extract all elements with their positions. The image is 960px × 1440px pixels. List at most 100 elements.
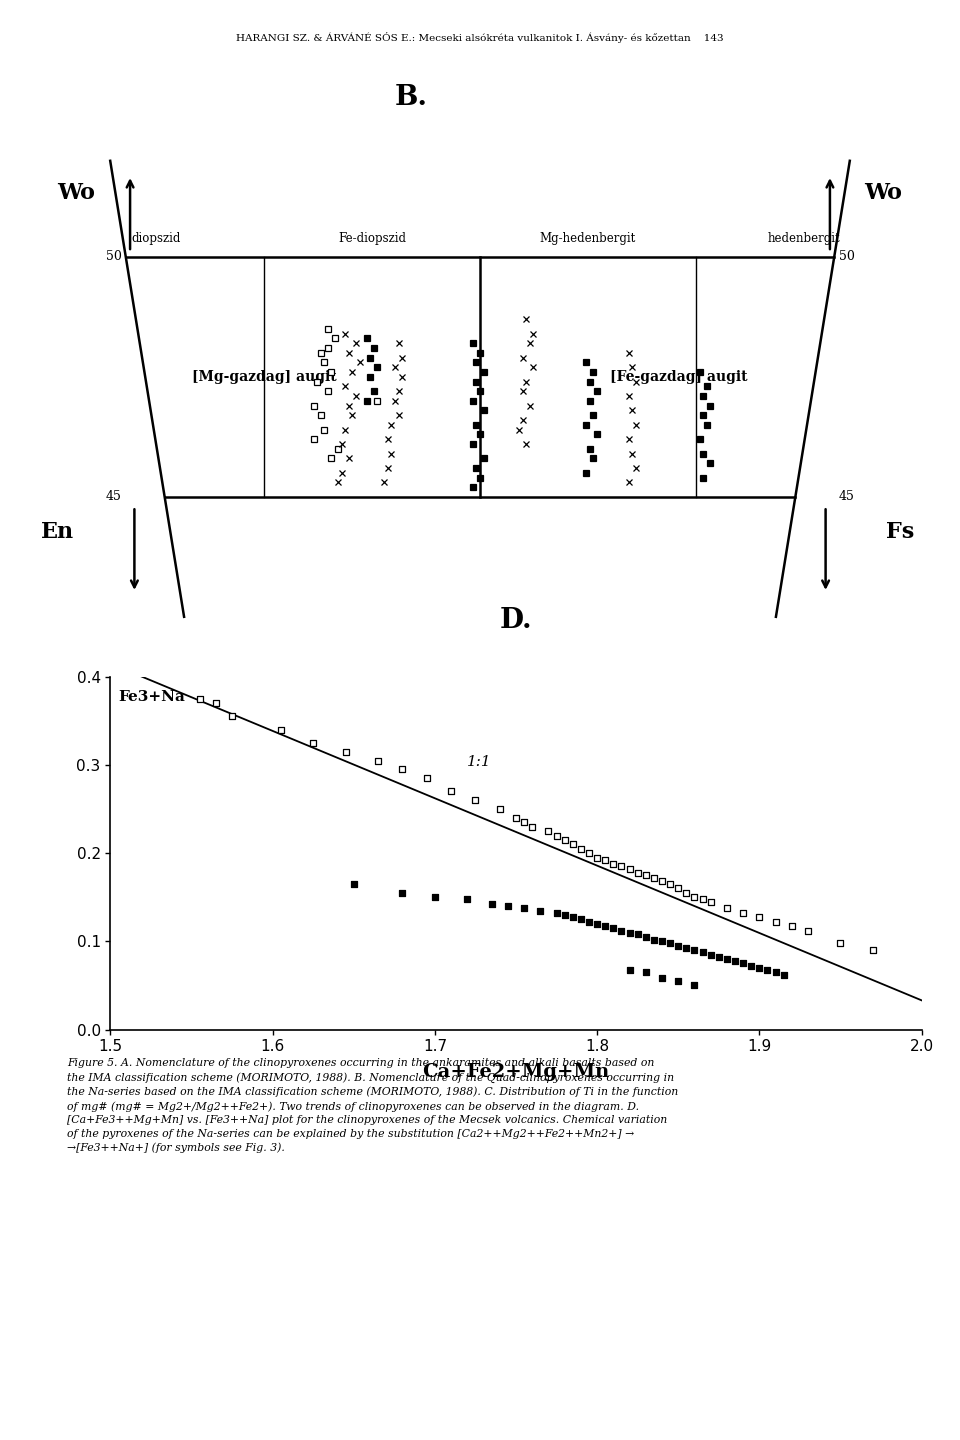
Text: Fe3+Na: Fe3+Na — [118, 690, 185, 704]
Point — [686, 886, 702, 909]
Point — [622, 958, 637, 981]
Point — [638, 864, 654, 887]
Text: hedenbergit: hedenbergit — [768, 232, 840, 245]
Point — [759, 958, 775, 981]
Point — [533, 899, 548, 922]
Point — [444, 780, 459, 804]
Text: HARANGI SZ. & ÁRVÁNÉ SÓS E.: Mecseki alsókréta vulkanitok I. Ásvány- és kőzettan: HARANGI SZ. & ÁRVÁNÉ SÓS E.: Mecseki als… — [236, 32, 724, 43]
Point — [573, 907, 588, 930]
Text: Wo: Wo — [58, 181, 96, 204]
Point — [516, 811, 532, 834]
Text: [Fe-gazdag] augit: [Fe-gazdag] augit — [610, 370, 748, 384]
Point — [500, 894, 516, 917]
Point — [305, 732, 321, 755]
Text: Wo: Wo — [864, 181, 902, 204]
Point — [686, 973, 702, 996]
Point — [622, 922, 637, 945]
Text: Fs: Fs — [886, 521, 914, 543]
Point — [711, 946, 727, 969]
Point — [540, 819, 556, 842]
Point — [630, 861, 645, 884]
Point — [744, 955, 759, 978]
Point — [597, 914, 612, 937]
Point — [524, 815, 540, 838]
Point — [606, 917, 621, 940]
Point — [735, 901, 751, 924]
Text: Mg-hedenbergit: Mg-hedenbergit — [540, 232, 636, 245]
Point — [655, 966, 670, 989]
Point — [371, 749, 386, 772]
Point — [557, 828, 572, 851]
Point — [768, 910, 783, 933]
Point — [395, 757, 410, 780]
Point — [589, 847, 605, 870]
Point — [468, 789, 483, 812]
Point — [719, 896, 734, 919]
Point — [671, 969, 686, 992]
Point — [427, 886, 443, 909]
Text: 45: 45 — [106, 490, 121, 504]
Point — [192, 687, 207, 710]
Point — [346, 873, 361, 896]
Point — [686, 939, 702, 962]
Point — [801, 919, 816, 942]
Text: D.: D. — [500, 608, 532, 635]
Point — [573, 837, 588, 860]
Point — [752, 956, 767, 979]
Point — [679, 937, 694, 960]
Point — [613, 919, 629, 942]
Point — [695, 940, 710, 963]
Text: 50: 50 — [106, 251, 121, 264]
Point — [565, 906, 581, 929]
Point — [557, 903, 572, 926]
Point — [549, 824, 564, 847]
Point — [208, 691, 224, 714]
Point — [865, 939, 880, 962]
Text: Figure 5. A. Nomenclature of the clinopyroxenes occurring in the ankaramites and: Figure 5. A. Nomenclature of the clinopy… — [67, 1058, 679, 1153]
Point — [752, 906, 767, 929]
Point — [662, 932, 678, 955]
Point — [460, 887, 475, 910]
Point — [630, 923, 645, 946]
Point — [484, 893, 499, 916]
X-axis label: Ca+Fe2+Mg+Mn: Ca+Fe2+Mg+Mn — [422, 1063, 610, 1080]
Point — [638, 926, 654, 949]
Text: 45: 45 — [839, 490, 854, 504]
Point — [719, 948, 734, 971]
Point — [589, 913, 605, 936]
Point — [655, 870, 670, 893]
Point — [638, 960, 654, 984]
Text: Fe-diopszid: Fe-diopszid — [338, 232, 406, 245]
Point — [776, 963, 791, 986]
Point — [646, 929, 661, 952]
Point — [395, 881, 410, 904]
Point — [728, 949, 743, 972]
Point — [516, 896, 532, 919]
Point — [662, 873, 678, 896]
Point — [784, 914, 800, 937]
Point — [679, 881, 694, 904]
Point — [671, 877, 686, 900]
Point — [582, 910, 597, 933]
Point — [671, 935, 686, 958]
Point — [420, 766, 435, 789]
Text: B.: B. — [395, 84, 427, 111]
Point — [549, 901, 564, 924]
Point — [613, 855, 629, 878]
Text: 1:1: 1:1 — [468, 756, 492, 769]
Point — [565, 832, 581, 855]
Text: 50: 50 — [839, 251, 854, 264]
Point — [597, 848, 612, 871]
Point — [655, 930, 670, 953]
Point — [338, 740, 353, 763]
Point — [225, 706, 240, 729]
Point — [703, 890, 718, 913]
Point — [273, 719, 288, 742]
Point — [492, 798, 508, 821]
Text: [Mg-gazdag] augit: [Mg-gazdag] augit — [192, 370, 336, 384]
Point — [582, 841, 597, 864]
Point — [509, 806, 524, 829]
Point — [703, 943, 718, 966]
Point — [833, 932, 849, 955]
Text: diopszid: diopszid — [132, 232, 180, 245]
